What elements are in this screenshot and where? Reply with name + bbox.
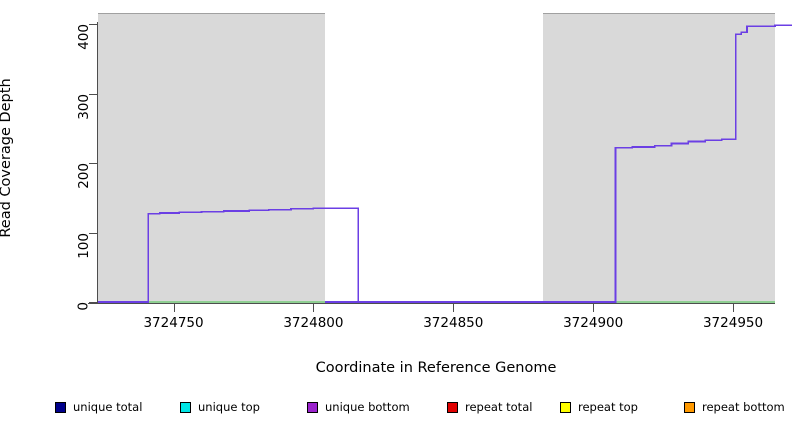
x-axis-line [88,303,775,304]
y-tick [89,232,98,234]
repeat-region-left [98,13,325,302]
legend-label: unique bottom [325,400,410,414]
y-axis-title: Read Coverage Depth [0,78,14,238]
x-tick-label: 3724800 [283,315,344,331]
y-tick [89,24,98,25]
legend-label: repeat top [578,400,638,414]
plot-area [98,13,775,303]
x-tick-label: 3724850 [423,315,484,331]
legend-swatch-icon [447,401,458,413]
legend-item-repeat-bottom[interactable]: repeat bottom [684,400,785,414]
legend-label: unique total [73,400,143,414]
y-tick-label: 100 [76,232,92,259]
repeat-region-right [542,13,775,302]
legend-item-unique-top[interactable]: unique top [180,400,260,414]
x-tick-label: 3724750 [143,315,204,331]
y-tick [89,93,98,95]
x-axis-title: Coordinate in Reference Genome [315,360,557,376]
legend-item-unique-total[interactable]: unique total [55,400,142,414]
legend-swatch-icon [684,401,695,413]
legend-label: unique top [198,400,260,414]
legend: unique total unique top unique bottom repea… [0,400,792,420]
legend-label: repeat total [465,400,533,414]
x-tick [313,304,315,312]
repeat-region-right-top-border [542,13,775,14]
y-tick-label: 200 [76,163,92,189]
legend-swatch-icon [180,401,191,413]
y-tick [89,302,98,303]
legend-item-repeat-total[interactable]: repeat total [447,400,532,414]
x-tick [593,304,595,312]
x-tick-label: 3724900 [563,315,624,331]
x-tick [733,304,735,312]
y-tick-label: 0 [76,302,92,311]
y-tick-label: 300 [76,93,92,120]
legend-item-repeat-top[interactable]: repeat top [560,400,638,414]
y-tick-label: 400 [76,24,92,50]
legend-swatch-icon [55,401,66,413]
legend-swatch-icon [307,401,318,413]
repeat-region-left-top-border [98,13,325,14]
legend-swatch-icon [560,401,571,413]
x-tick [453,304,455,312]
x-tick-label: 3724950 [702,315,764,331]
x-tick [173,304,175,312]
legend-item-unique-bottom[interactable]: unique bottom [307,400,410,414]
legend-label: repeat bottom [702,400,785,414]
y-tick [89,163,98,164]
